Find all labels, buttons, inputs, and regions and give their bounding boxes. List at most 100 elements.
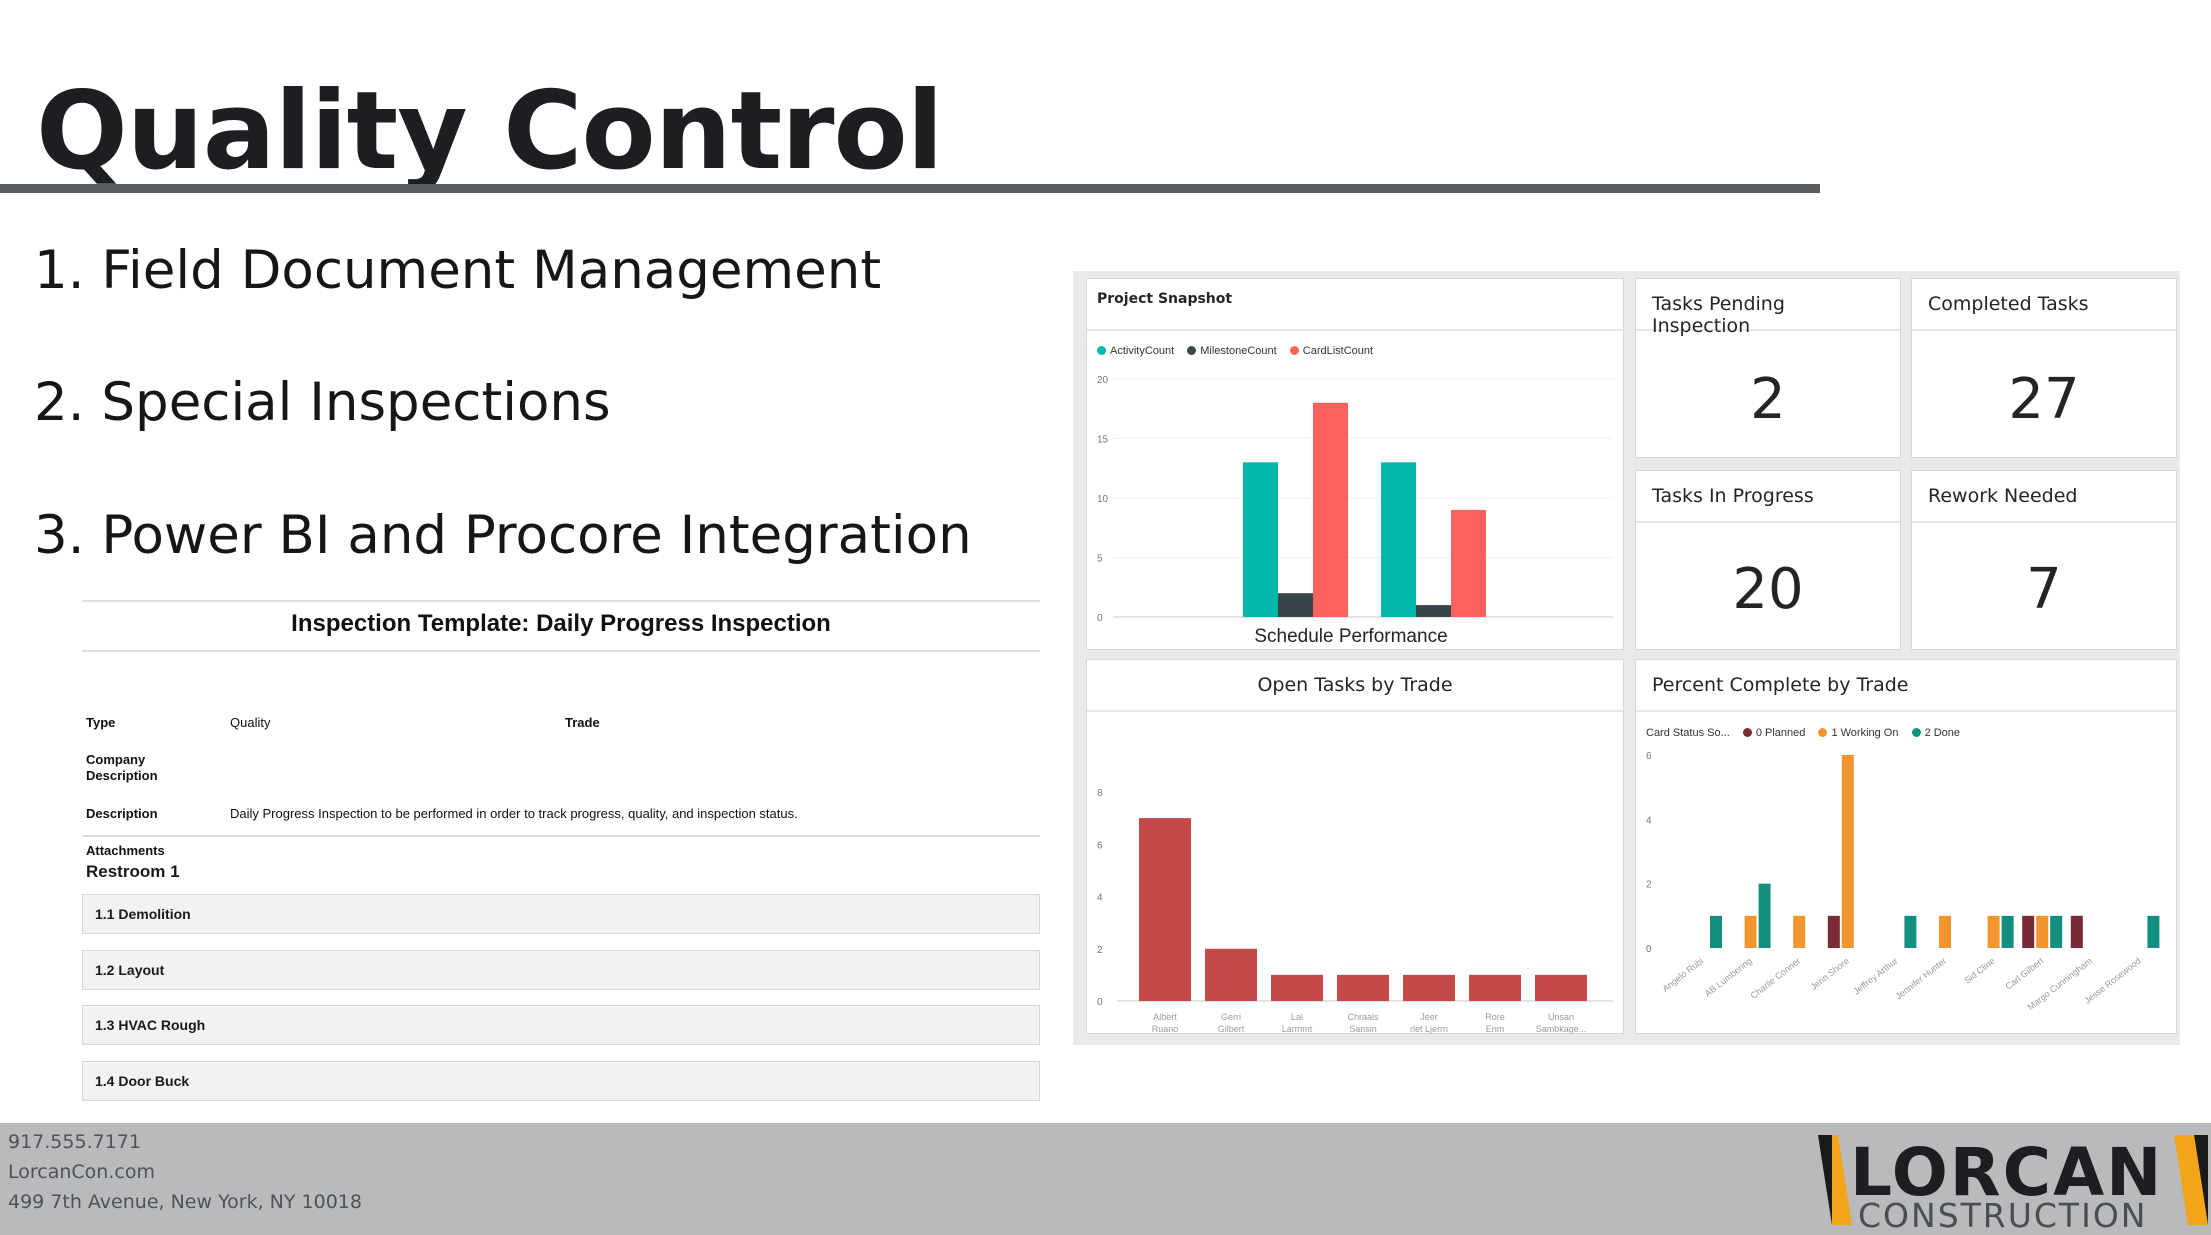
checklist-item-door-buck[interactable]: 1.4 Door Buck [82,1061,1040,1101]
schedule-performance-chart: 0 5 10 15 20 Schedule Performance [1097,375,1613,647]
bar-1-working-on [2036,915,2049,948]
legend-dot-icon [1911,728,1921,737]
x-tick-label: rlet Ljerrn [1410,1024,1448,1034]
kpi-card-completed-tasks[interactable]: Completed Tasks 27 [1911,278,2177,458]
agenda-item-powerbi-procore: 3. Power BI and Procore Integration [34,505,972,566]
x-axis-title: Schedule Performance [1254,626,1447,647]
type-label: Type [86,715,116,730]
x-tick-label: Ruano [1152,1024,1179,1034]
checklist-item-layout[interactable]: 1.2 Layout [82,950,1040,990]
x-tick-label: Jeer [1420,1012,1438,1022]
bar-open-tasks [1139,818,1191,1001]
open-tasks-by-trade-card[interactable]: Open Tasks by Trade 0 2 4 6 8 Albert Ruano Gerr… [1086,659,1624,1034]
company-description-label: Company Description [86,752,158,783]
legend-label: ActivityCount [1110,345,1175,357]
footer-bar: 917.555.7171 LorcanCon.com 499 7th Avenu… [0,1123,2211,1235]
x-tick-label: Gerri [1221,1012,1241,1022]
percent-complete-by-trade-card[interactable]: Percent Complete by Trade Card Status So… [1635,659,2177,1034]
bar-activitycount [1381,462,1416,617]
bar-open-tasks [1469,974,1521,1001]
bar-1-working-on [1793,915,1806,948]
kpi-card-rework-needed[interactable]: Rework Needed 7 [1911,470,2177,650]
y-tick-label: 0 [1097,613,1103,624]
logo-right-slash [2174,1135,2208,1225]
bar-2-done [1758,883,1771,948]
legend-done: 2 Done [1911,727,1961,739]
logo-wordmark: LORCAN [1850,1134,2163,1211]
kpi-card-in-progress[interactable]: Tasks In Progress 20 [1635,470,1901,650]
kpi-label-rework-needed: Rework Needed [1912,471,2176,523]
bar-cardlistcount [1451,509,1486,617]
description-label: Description [86,806,158,821]
x-tick-label: Sansin [1349,1024,1377,1034]
y-tick-label: 5 [1097,554,1103,565]
description-value: Daily Progress Inspection to be performe… [230,806,798,821]
x-tick-label: Carl Gilbert [2003,955,2045,991]
kpi-label-completed-tasks: Completed Tasks [1912,279,2176,331]
bar-0-planned [1827,915,1840,948]
x-tick-label: Enm [1486,1024,1505,1034]
legend-label: 2 Done [1924,727,1961,739]
x-tick-label: Albert [1153,1012,1177,1022]
title-divider [0,184,1820,193]
x-tick-label: Rore [1485,1012,1505,1022]
x-tick-label: AB Lumbering [1703,956,1754,999]
checklist-item-hvac-rough[interactable]: 1.3 HVAC Rough [82,1005,1040,1045]
bar-1-working-on [1841,755,1854,948]
logo-subtitle: CONSTRUCTION [1858,1196,2147,1231]
project-snapshot-title: Project Snapshot [1087,279,1623,331]
project-snapshot-legend: ActivityCount MilestoneCount CardListCou… [1097,345,1383,357]
bar-milestonecount [1416,605,1451,617]
y-tick-label: 15 [1097,435,1109,446]
legend-label: 0 Planned [1755,727,1806,739]
powerbi-dashboard: Project Snapshot ActivityCount Milestone… [1073,271,2180,1045]
legend-dot-icon [1742,728,1752,737]
bar-open-tasks [1337,974,1389,1001]
bar-2-done [1904,915,1917,948]
section-title-restroom: Restroom 1 [86,862,180,881]
x-tick-label: Lal [1291,1012,1303,1022]
checklist-item-demolition[interactable]: 1.1 Demolition [82,894,1040,934]
bar-1-working-on [1939,915,1951,948]
bar-open-tasks [1205,948,1257,1001]
x-tick-label: Larmmt [1282,1024,1313,1034]
kpi-value-in-progress: 20 [1732,557,1804,622]
x-tick-label: Angelo Rubi [1660,956,1705,994]
footer-website[interactable]: LorcanCon.com [8,1161,155,1183]
project-snapshot-card[interactable]: Project Snapshot ActivityCount Milestone… [1086,278,1624,650]
form-section-divider [82,835,1040,837]
x-tick-label: Sambkage... [1536,1024,1587,1034]
y-tick-label: 20 [1097,375,1109,386]
percent-complete-legend: Card Status So... 0 Planned 1 Working On… [1646,727,1970,739]
kpi-label-pending-inspection: Tasks Pending Inspection [1636,279,1900,337]
bar-0-planned [2022,915,2035,948]
form-top-divider [82,600,1040,602]
bar-1-working-on [1744,915,1757,948]
logo-left-slash-shadow [1818,1135,1832,1225]
bar-cardlistcount [1313,402,1348,617]
legend-dot-icon [1097,346,1106,355]
bar-open-tasks [1271,974,1323,1001]
percent-complete-by-trade-title: Percent Complete by Trade [1636,660,2176,712]
attachments-label: Attachments [86,843,165,858]
legend-activitycount: ActivityCount [1097,345,1174,357]
legend-working-on: 1 Working On [1818,727,1899,739]
legend-label: MilestoneCount [1200,345,1277,357]
legend-planned: 0 Planned [1742,727,1806,739]
footer-phone: 917.555.7171 [8,1131,141,1153]
kpi-card-pending-inspection[interactable]: Tasks Pending Inspection 2 [1635,278,1901,458]
x-tick-label: Unsan [1548,1012,1574,1022]
open-tasks-by-trade-chart: 0 2 4 6 8 Albert Ruano Gerri Gilbert Lal Larmmt Chr… [1097,788,1613,1034]
kpi-label-in-progress: Tasks In Progress [1636,471,1900,523]
bar-milestonecount [1278,593,1313,617]
legend-label: CardListCount [1302,345,1374,357]
x-tick-label: Gilbert [1218,1024,1245,1034]
footer-address: 499 7th Avenue, New York, NY 10018 [8,1191,362,1213]
y-tick-label: 10 [1097,494,1109,505]
bar-open-tasks [1403,974,1455,1001]
y-tick-label: 6 [1097,840,1103,851]
legend-dot-icon [1818,728,1828,737]
y-tick-label: 2 [1097,945,1103,956]
bar-1-working-on [1987,915,2000,948]
y-tick-label: 0 [1646,944,1652,955]
